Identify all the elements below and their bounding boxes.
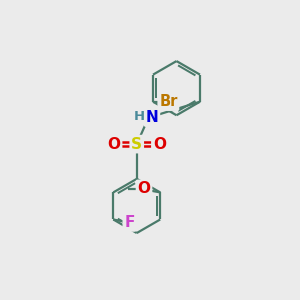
Text: O: O — [137, 182, 151, 196]
Text: N: N — [146, 110, 158, 125]
Text: H: H — [134, 110, 145, 123]
Text: S: S — [131, 136, 142, 152]
Text: O: O — [108, 136, 121, 152]
Text: O: O — [153, 136, 166, 152]
Text: Br: Br — [159, 94, 178, 109]
Text: F: F — [124, 215, 135, 230]
